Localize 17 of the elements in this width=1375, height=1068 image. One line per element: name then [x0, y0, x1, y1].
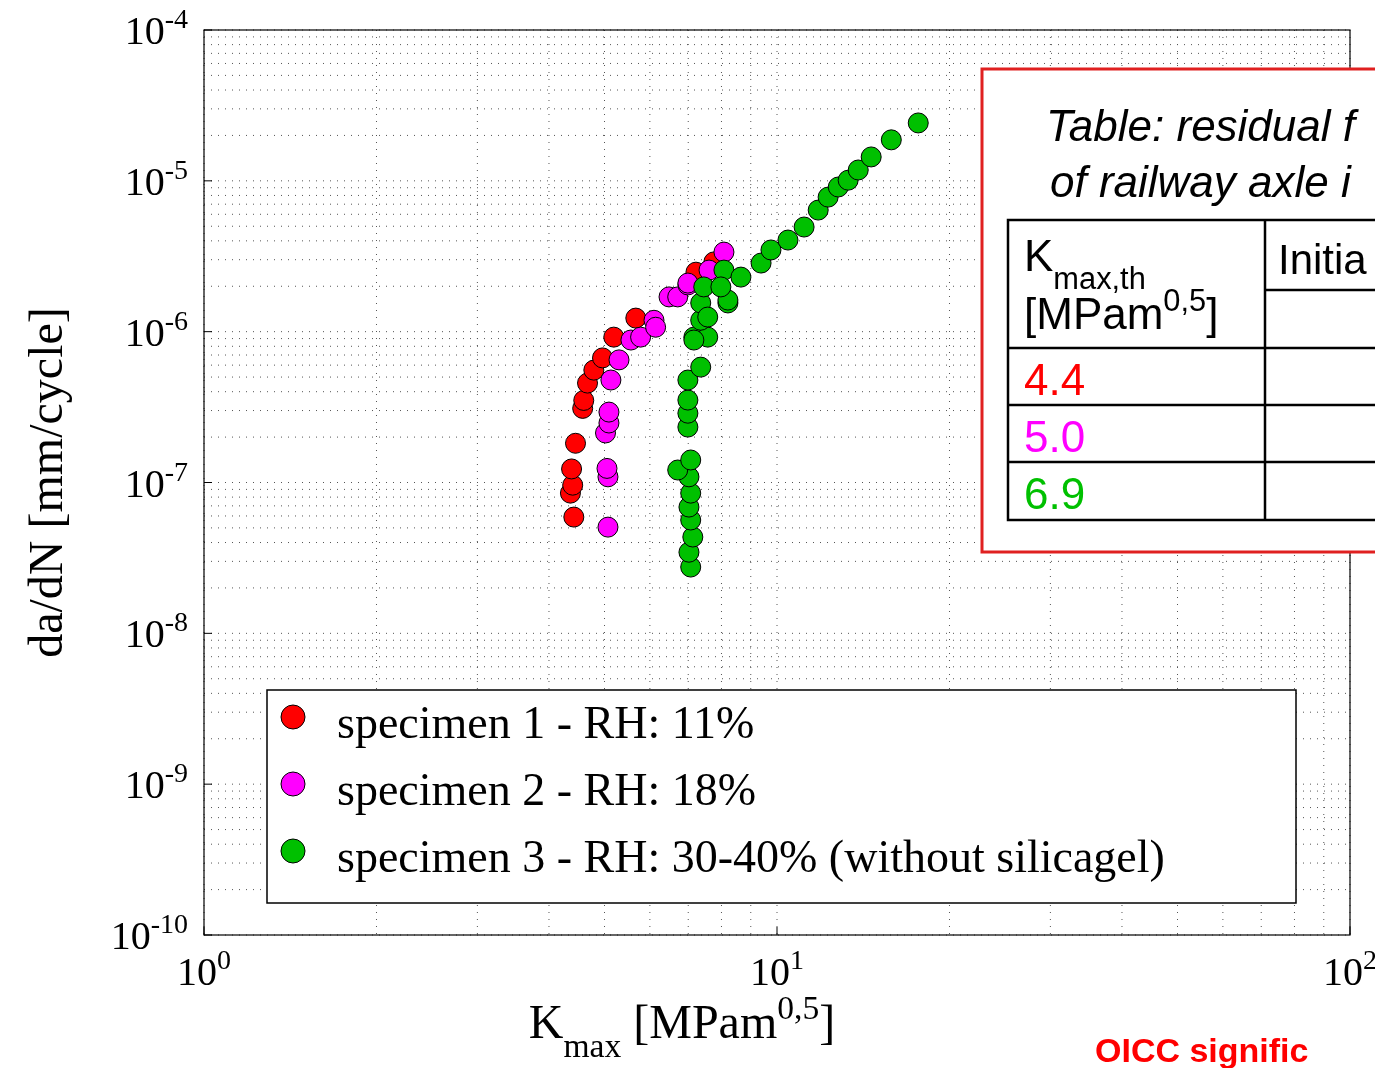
annotation: of railway axle i	[1050, 157, 1353, 206]
annotation: Table: residual f	[1046, 101, 1360, 150]
annotation: 5.0	[1024, 412, 1086, 461]
y-tick-label: 10$^{-6}$	[124, 304, 188, 355]
legend-label: specimen 1 - RH: 11%	[337, 697, 755, 748]
y-axis-title: da/dN [mm/cycle]	[19, 307, 72, 658]
x-tick-label: 10$^{2}$	[1323, 944, 1375, 994]
y-tick-label: 10$^{-8}$	[124, 606, 188, 657]
y-tick-label: 10$^{-5}$	[124, 153, 188, 204]
legend-label: specimen 2 - RH: 18%	[337, 764, 757, 815]
annotation: Initia	[1278, 236, 1368, 283]
annotation: 6.9	[1024, 469, 1086, 518]
annotation: 4.4	[1024, 355, 1086, 404]
y-tick-label: 10$^{-4}$	[124, 3, 188, 53]
legend-label: specimen 3 - RH: 30-40% (without silicagel)	[337, 831, 1165, 882]
y-tick-label: 10$^{-7}$	[124, 455, 188, 506]
y-tick-label: 10$^{-9}$	[124, 757, 188, 808]
